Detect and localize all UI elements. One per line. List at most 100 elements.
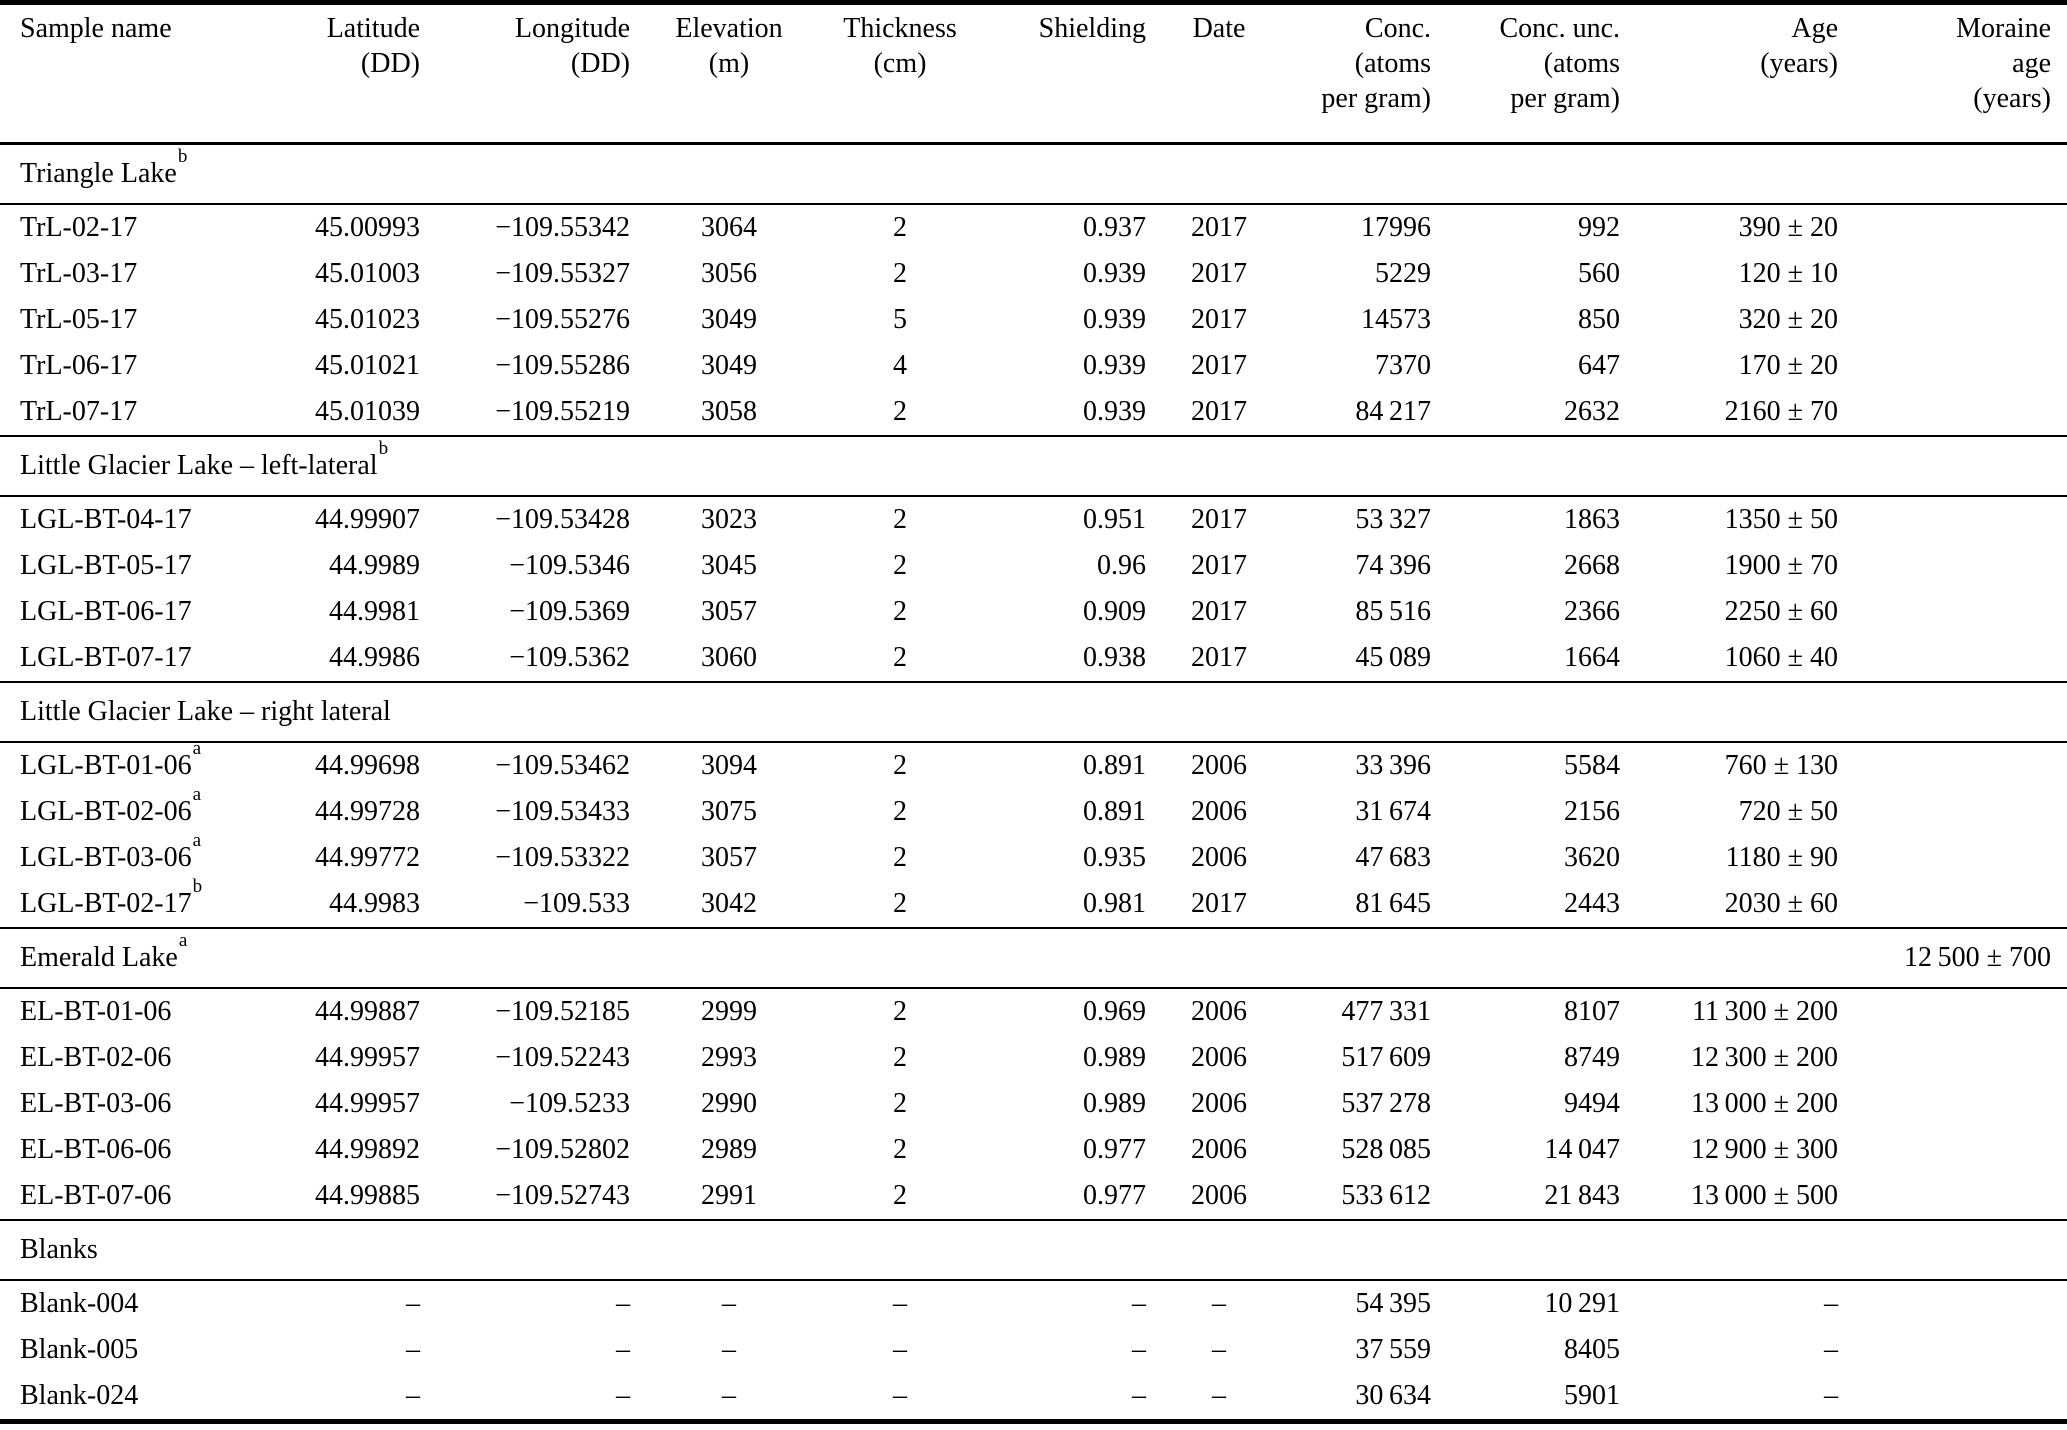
- cell-shielding: 0.891: [1083, 796, 1146, 827]
- cell-thickness: 2: [893, 212, 907, 243]
- cell-shielding: –: [1132, 1334, 1146, 1365]
- table-row: TrL-06-17 45.01021 −109.55286 3049 4 0.939 201…: [0, 343, 2067, 389]
- cell-sample: LGL-BT-01-06a: [20, 738, 202, 781]
- column-header-line: (cm): [873, 48, 927, 79]
- cell-age: 320 ± 20: [1738, 304, 1838, 335]
- cell-longitude: –: [616, 1380, 630, 1411]
- cell-latitude: 44.9989: [329, 550, 420, 581]
- table-row: LGL-BT-05-17 44.9989 −109.5346 3045 2 0.96 201…: [0, 543, 2067, 589]
- cell-longitude: −109.52743: [495, 1180, 630, 1211]
- table-row: TrL-02-17 45.00993 −109.55342 3064 2 0.937 201…: [0, 204, 2067, 251]
- cell-conc: 533 612: [1341, 1180, 1431, 1211]
- cell-latitude: 44.99957: [315, 1088, 420, 1119]
- cell-sample: Blank-024: [20, 1380, 139, 1411]
- cell-longitude: −109.5346: [509, 550, 630, 581]
- cell-sample: TrL-03-17: [20, 258, 138, 289]
- column-header-line: Longitude: [514, 13, 630, 44]
- cell-latitude: 44.99885: [315, 1180, 420, 1211]
- cell-age: 1180 ± 90: [1725, 842, 1838, 873]
- cell-shielding: 0.938: [1083, 642, 1146, 673]
- column-header-line: Sample name: [20, 13, 172, 44]
- cell-moraine_age: [1838, 543, 2067, 589]
- cell-date: 2017: [1191, 212, 1247, 243]
- cell-longitude: −109.55342: [495, 212, 630, 243]
- cell-moraine_age: [1838, 435, 2067, 497]
- table-row: Blank-005 – – – – – – 37 559 8405 –: [0, 1327, 2067, 1373]
- cell-date: 2006: [1191, 750, 1247, 781]
- cell-moraine_age: [1838, 389, 2067, 436]
- cell-sample: EL-BT-06-06: [20, 1134, 172, 1165]
- column-header-line: Elevation: [675, 13, 783, 44]
- cell-shielding: 0.891: [1083, 750, 1146, 781]
- cell-conc: 45 089: [1355, 642, 1431, 673]
- column-header-line: Latitude: [326, 13, 420, 44]
- cell-moraine_age: [1838, 742, 2067, 789]
- cell-age: 13 000 ± 500: [1691, 1180, 1838, 1211]
- cell-conc: 31 674: [1355, 796, 1431, 827]
- cell-conc: 74 396: [1355, 550, 1431, 581]
- cell-age: 11 300 ± 200: [1692, 996, 1838, 1027]
- cell-conc_unc: 2668: [1564, 550, 1620, 581]
- cell-thickness: 2: [893, 396, 907, 427]
- footnote-marker: b: [378, 438, 389, 460]
- cell-moraine_age: 12 500 ± 700: [1838, 927, 2067, 989]
- cell-moraine_age: [1838, 251, 2067, 297]
- cell-conc: 33 396: [1355, 750, 1431, 781]
- cell-conc: 30 634: [1355, 1380, 1431, 1411]
- cell-latitude: –: [406, 1334, 420, 1365]
- cell-thickness: 2: [893, 1134, 907, 1165]
- cell-conc_unc: 5584: [1564, 750, 1620, 781]
- cell-elevation: 3058: [701, 396, 757, 427]
- cell-conc_unc: 8749: [1564, 1042, 1620, 1073]
- cell-date: 2006: [1191, 1180, 1247, 1211]
- column-header-line: Shielding: [1038, 13, 1146, 44]
- cell-elevation: 3075: [701, 796, 757, 827]
- cell-latitude: 44.99728: [315, 796, 420, 827]
- cell-conc: 7370: [1375, 350, 1431, 381]
- cell-longitude: −109.55219: [495, 396, 630, 427]
- cell-age: 120 ± 10: [1738, 258, 1838, 289]
- cell-moraine_age: [1838, 496, 2067, 543]
- cell-shielding: 0.977: [1083, 1180, 1146, 1211]
- cell-shielding: 0.951: [1083, 504, 1146, 535]
- column-header-line: Thickness: [843, 13, 957, 44]
- cell-date: 2017: [1191, 350, 1247, 381]
- column-header-line: per gram): [1510, 83, 1620, 114]
- cell-sample: LGL-BT-02-17b: [20, 876, 203, 919]
- cell-elevation: 3064: [701, 212, 757, 243]
- cell-conc: 14573: [1361, 304, 1431, 335]
- cell-date: 2017: [1191, 504, 1247, 535]
- section-title: Triangle Lakeb: [0, 142, 1838, 205]
- column-header-shielding: Shielding: [972, 2, 1146, 145]
- cell-conc: 17996: [1361, 212, 1431, 243]
- cell-moraine_age: [1838, 635, 2067, 682]
- cell-conc_unc: 2632: [1564, 396, 1620, 427]
- section-row: Blanks: [0, 1219, 2067, 1281]
- cell-shielding: 0.935: [1083, 842, 1146, 873]
- table-row: Blank-024 – – – – – – 30 634 5901 –: [0, 1373, 2067, 1422]
- column-header-moraine_age: Moraine age (years): [1838, 2, 2067, 145]
- column-header-line: (atoms: [1354, 48, 1431, 79]
- column-header-line: (atoms: [1543, 48, 1620, 79]
- cell-longitude: −109.52185: [495, 996, 630, 1027]
- cell-elevation: 3060: [701, 642, 757, 673]
- cell-conc_unc: 560: [1578, 258, 1620, 289]
- cell-date: 2017: [1191, 304, 1247, 335]
- cell-shielding: –: [1132, 1288, 1146, 1319]
- cell-moraine_age: [1838, 1219, 2067, 1281]
- cell-conc: 5229: [1375, 258, 1431, 289]
- cell-shielding: 0.939: [1083, 396, 1146, 427]
- cell-elevation: 2991: [701, 1180, 757, 1211]
- cell-shielding: 0.939: [1083, 304, 1146, 335]
- table-row: EL-BT-03-06 44.99957 −109.5233 2990 2 0.989 20…: [0, 1081, 2067, 1127]
- cell-thickness: 2: [893, 504, 907, 535]
- cell-sample: LGL-BT-02-06a: [20, 784, 202, 827]
- cell-latitude: 45.01021: [315, 350, 420, 381]
- cell-longitude: −109.533: [523, 888, 630, 919]
- cell-longitude: −109.5362: [509, 642, 630, 673]
- cell-moraine_age: [1838, 1127, 2067, 1173]
- column-header-line: Moraine: [1956, 13, 2051, 44]
- cell-conc_unc: 992: [1578, 212, 1620, 243]
- cell-elevation: 3023: [701, 504, 757, 535]
- column-header-line: Age: [1791, 13, 1838, 44]
